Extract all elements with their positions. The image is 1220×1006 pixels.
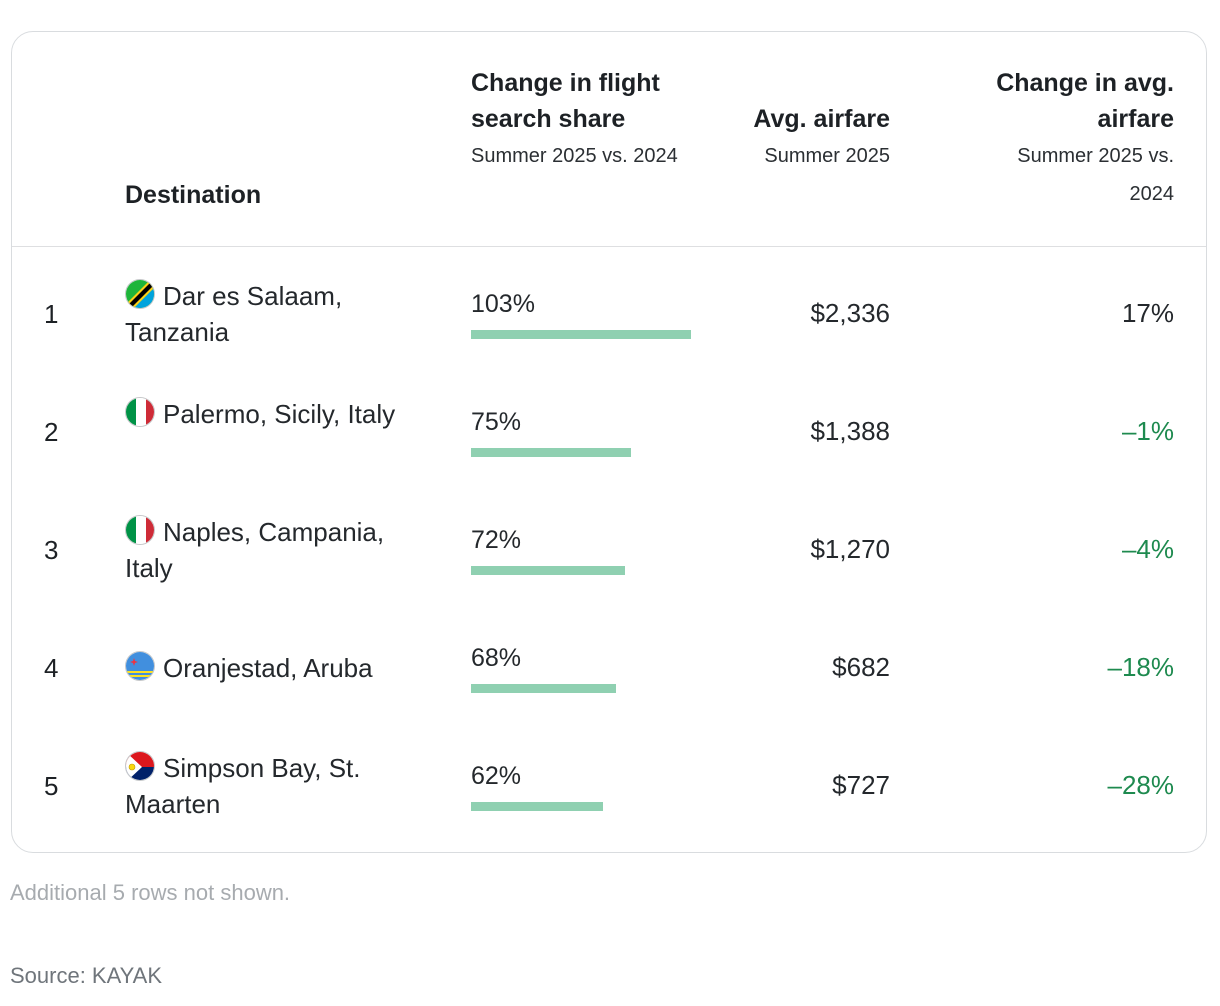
avg-airfare-value: $682 (832, 652, 890, 682)
search-share-bar (471, 684, 616, 693)
airfare-change-value: –4% (1121, 534, 1174, 564)
aruba-flag-icon (125, 651, 155, 681)
tanzania-flag-icon (125, 279, 155, 309)
italy-flag-icon (125, 397, 155, 427)
search-share-bar (471, 448, 631, 457)
destination-cell: Dar es Salaam, Tanzania (125, 278, 425, 350)
airfare-header-title: Avg. airfare (753, 105, 890, 133)
search-share-value: 103% (471, 290, 535, 318)
table-row: 3 Naples, Campania, Italy 72% $1,270 –4% (12, 482, 1206, 600)
search-share-bar (471, 566, 625, 575)
destination-cell: Oranjestad, Aruba (125, 650, 425, 686)
destination-cell: Naples, Campania, Italy (125, 514, 425, 586)
source-note: Source: KAYAK (10, 963, 163, 988)
airfare-column-header[interactable]: Avg. airfare Summer 2025 (690, 101, 890, 175)
rank-number: 4 (44, 653, 59, 683)
rank-number: 1 (44, 299, 59, 329)
footnote: Additional 5 rows not shown. (10, 880, 291, 905)
search-share-bar (471, 802, 603, 811)
search-share-column-header[interactable]: Change in flight search share Summer 202… (471, 65, 731, 175)
avg-airfare-value: $2,336 (810, 298, 890, 328)
airfare-change-value: –28% (1107, 770, 1175, 800)
table-row: 5 Simpson Bay, St. Maarten 62% $727 –28% (12, 718, 1206, 836)
table-row: 2 Palermo, Sicily, Italy 75% $1,388 –1% (12, 364, 1206, 482)
destination-label: Naples, Campania, Italy (125, 517, 385, 583)
airfare-change-value: 17% (1121, 298, 1174, 328)
search-share-value: 68% (471, 644, 522, 672)
table-row: 1 Dar es Salaam, Tanzania 103% $2,336 17% (12, 246, 1206, 364)
search-share-header-subtitle: Summer 2025 vs. 2024 (471, 145, 678, 167)
airfare-change-column-header[interactable]: Change in avg. airfare Summer 2025 vs. 2… (944, 65, 1174, 213)
destination-label: Oranjestad, Aruba (163, 653, 373, 683)
destination-cell: Simpson Bay, St. Maarten (125, 750, 425, 822)
airfare-header-subtitle: Summer 2025 (764, 145, 890, 167)
search-share-value: 62% (471, 762, 522, 790)
airfare-change-header-subtitle: Summer 2025 vs. 2024 (1017, 145, 1174, 205)
search-share-value: 72% (471, 526, 522, 554)
destination-label: Dar es Salaam, Tanzania (125, 281, 343, 347)
sint-maarten-flag-icon (125, 751, 155, 781)
avg-airfare-value: $1,388 (810, 416, 890, 446)
search-share-value: 75% (471, 408, 522, 436)
rank-number: 3 (44, 535, 59, 565)
destination-label: Palermo, Sicily, Italy (163, 399, 396, 429)
table-header: Destination Change in flight search shar… (12, 32, 1206, 247)
rank-number: 5 (44, 771, 59, 801)
search-share-header-title: Change in flight search share (471, 69, 660, 133)
airfare-change-header-title: Change in avg. airfare (996, 69, 1174, 133)
rank-number: 2 (44, 417, 59, 447)
airfare-change-value: –18% (1107, 652, 1175, 682)
destination-label: Simpson Bay, St. Maarten (125, 753, 361, 819)
destination-cell: Palermo, Sicily, Italy (125, 396, 425, 432)
avg-airfare-value: $1,270 (810, 534, 890, 564)
avg-airfare-value: $727 (832, 770, 890, 800)
table-card: Destination Change in flight search shar… (11, 31, 1207, 853)
airfare-change-value: –1% (1121, 416, 1174, 446)
italy-flag-icon (125, 515, 155, 545)
table-row: 4 Oranjestad, Aruba 68% $682 –18% (12, 600, 1206, 718)
search-share-bar (471, 330, 691, 339)
destination-column-header[interactable]: Destination (125, 181, 262, 209)
